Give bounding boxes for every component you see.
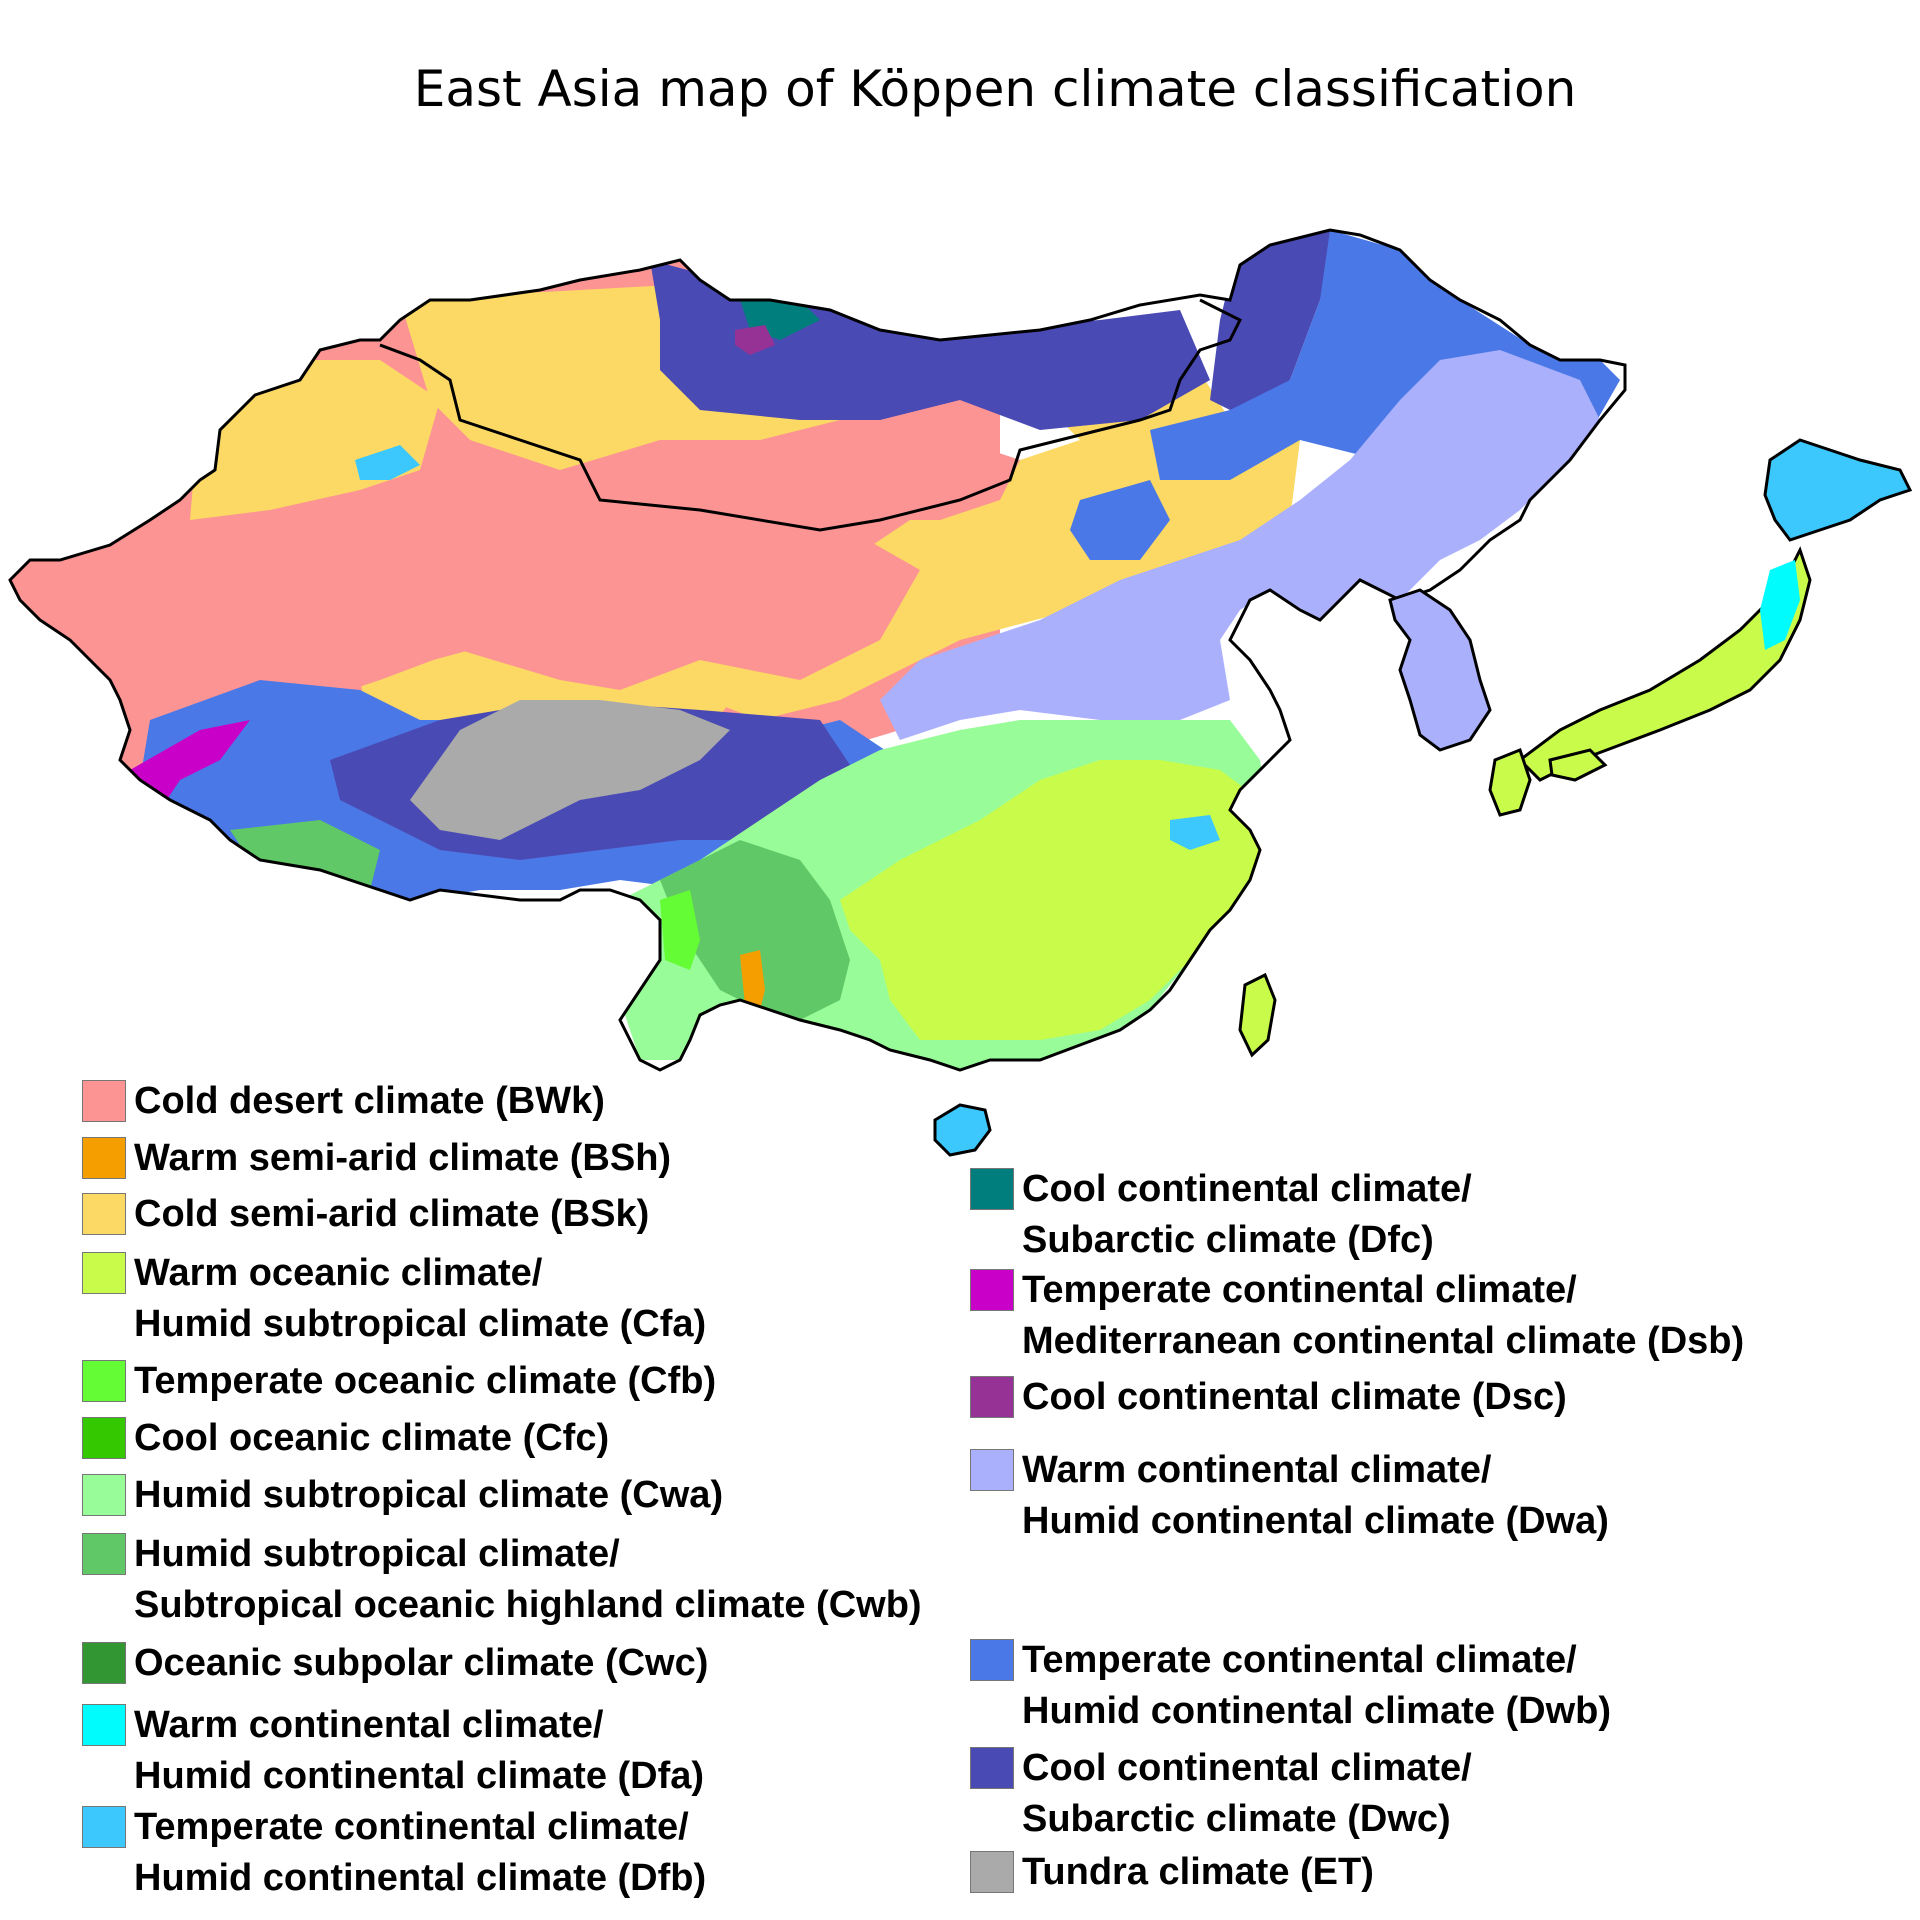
japan-shikoku bbox=[1548, 748, 1608, 782]
legend-label: Cool continental climate/ Subarctic clim… bbox=[1022, 1747, 1472, 1840]
region-cwb-himalaya bbox=[230, 820, 380, 890]
legend-swatch bbox=[970, 1269, 1014, 1311]
legend-item-cwa: Humid subtropical climate (Cwa) bbox=[82, 1470, 723, 1521]
region-dfb-lake bbox=[1170, 815, 1220, 850]
region-dwb-china bbox=[1070, 480, 1170, 560]
legend-label: Warm oceanic climate/ Humid subtropical … bbox=[134, 1252, 707, 1345]
legend-item-bsh: Warm semi-arid climate (BSh) bbox=[82, 1133, 671, 1184]
japan-honshu bbox=[1517, 546, 1812, 782]
japan-hokkaido bbox=[1763, 438, 1913, 542]
legend-swatch bbox=[82, 1806, 126, 1848]
coastline-outline bbox=[8, 228, 1627, 1072]
legend-label: Oceanic subpolar climate (Cwc) bbox=[134, 1642, 709, 1684]
legend-item-dwc: Cool continental climate/ Subarctic clim… bbox=[970, 1743, 1472, 1845]
legend-label: Temperate continental climate/ Humid con… bbox=[1022, 1639, 1612, 1732]
region-et-tibet bbox=[410, 700, 730, 840]
region-dsc bbox=[735, 325, 775, 355]
japan-kyushu bbox=[1488, 748, 1532, 817]
legend-label: Temperate oceanic climate (Cfb) bbox=[134, 1360, 717, 1402]
legend-item-dfa: Warm continental climate/ Humid continen… bbox=[82, 1700, 704, 1802]
region-bwk-tarim bbox=[20, 480, 920, 700]
taiwan-island bbox=[1238, 972, 1277, 1058]
legend-item-dsb: Temperate continental climate/ Mediterra… bbox=[970, 1265, 1744, 1367]
legend-swatch bbox=[82, 1533, 126, 1575]
legend-swatch bbox=[82, 1704, 126, 1746]
legend-label: Cold semi-arid climate (BSk) bbox=[134, 1193, 650, 1235]
climate-regions bbox=[10, 230, 1620, 1070]
legend-label: Temperate continental climate/ Mediterra… bbox=[1022, 1269, 1745, 1362]
legend-swatch bbox=[82, 1137, 126, 1179]
legend-swatch bbox=[970, 1376, 1014, 1418]
hainan-island bbox=[933, 1103, 992, 1157]
region-dfb-kazakh bbox=[355, 445, 420, 480]
legend-item-dwb: Temperate continental climate/ Humid con… bbox=[970, 1635, 1611, 1737]
legend-label: Warm semi-arid climate (BSh) bbox=[134, 1137, 672, 1179]
legend-label: Cool oceanic climate (Cfc) bbox=[134, 1417, 610, 1459]
region-cwb bbox=[660, 840, 850, 1020]
legend-swatch bbox=[970, 1639, 1014, 1681]
legend-swatch bbox=[82, 1474, 126, 1516]
legend-label: Cold desert climate (BWk) bbox=[134, 1080, 605, 1122]
region-bwk-gobi bbox=[560, 440, 1020, 520]
legend-swatch bbox=[82, 1193, 126, 1235]
legend-item-dsc: Cool continental climate (Dsc) bbox=[970, 1372, 1567, 1423]
legend-label: Cool continental climate/ Subarctic clim… bbox=[1022, 1168, 1472, 1261]
legend-swatch bbox=[82, 1252, 126, 1294]
legend-item-et: Tundra climate (ET) bbox=[970, 1847, 1374, 1898]
legend-label: Tundra climate (ET) bbox=[1022, 1851, 1374, 1893]
mongolia-border bbox=[379, 298, 1243, 532]
legend-item-bsk: Cold semi-arid climate (BSk) bbox=[82, 1189, 649, 1240]
legend-item-cfa: Warm oceanic climate/ Humid subtropical … bbox=[82, 1248, 706, 1350]
legend-item-bwk: Cold desert climate (BWk) bbox=[82, 1076, 605, 1127]
legend-item-cfc: Cool oceanic climate (Cfc) bbox=[82, 1413, 609, 1464]
legend-label: Warm continental climate/ Humid continen… bbox=[1022, 1449, 1609, 1542]
legend-label: Humid subtropical climate (Cwa) bbox=[134, 1474, 724, 1516]
region-dwa bbox=[880, 350, 1600, 740]
legend-swatch bbox=[970, 1168, 1014, 1210]
legend-item-dwa: Warm continental climate/ Humid continen… bbox=[970, 1445, 1609, 1547]
legend-item-cfb: Temperate oceanic climate (Cfb) bbox=[82, 1356, 716, 1407]
region-dfa-japan bbox=[1760, 560, 1800, 650]
legend-swatch bbox=[970, 1851, 1014, 1893]
legend-swatch bbox=[82, 1417, 126, 1459]
region-dwc-north bbox=[650, 260, 1210, 430]
region-cfa-china bbox=[840, 760, 1260, 1040]
legend-swatch bbox=[82, 1080, 126, 1122]
legend-label: Humid subtropical climate/ Subtropical o… bbox=[134, 1533, 922, 1626]
legend-label: Warm continental climate/ Humid continen… bbox=[134, 1704, 705, 1797]
region-cfb bbox=[660, 890, 700, 970]
legend-item-dfb: Temperate continental climate/ Humid con… bbox=[82, 1802, 706, 1904]
legend-item-dfc: Cool continental climate/ Subarctic clim… bbox=[970, 1164, 1472, 1266]
map-title: East Asia map of Köppen climate classifi… bbox=[413, 60, 1577, 118]
region-dsb-west bbox=[130, 720, 250, 810]
legend-swatch bbox=[970, 1747, 1014, 1789]
legend-label: Cool continental climate (Dsc) bbox=[1022, 1376, 1567, 1418]
legend-label: Temperate continental climate/ Humid con… bbox=[134, 1806, 707, 1899]
legend-swatch bbox=[970, 1449, 1014, 1491]
region-bsh bbox=[740, 950, 765, 1010]
korea-peninsula bbox=[1388, 588, 1492, 752]
legend-swatch bbox=[82, 1642, 126, 1684]
legend-item-cwb: Humid subtropical climate/ Subtropical o… bbox=[82, 1529, 922, 1631]
region-dwc-northeast bbox=[1210, 230, 1340, 420]
legend-swatch bbox=[82, 1360, 126, 1402]
legend-item-cwc: Oceanic subpolar climate (Cwc) bbox=[82, 1638, 708, 1689]
